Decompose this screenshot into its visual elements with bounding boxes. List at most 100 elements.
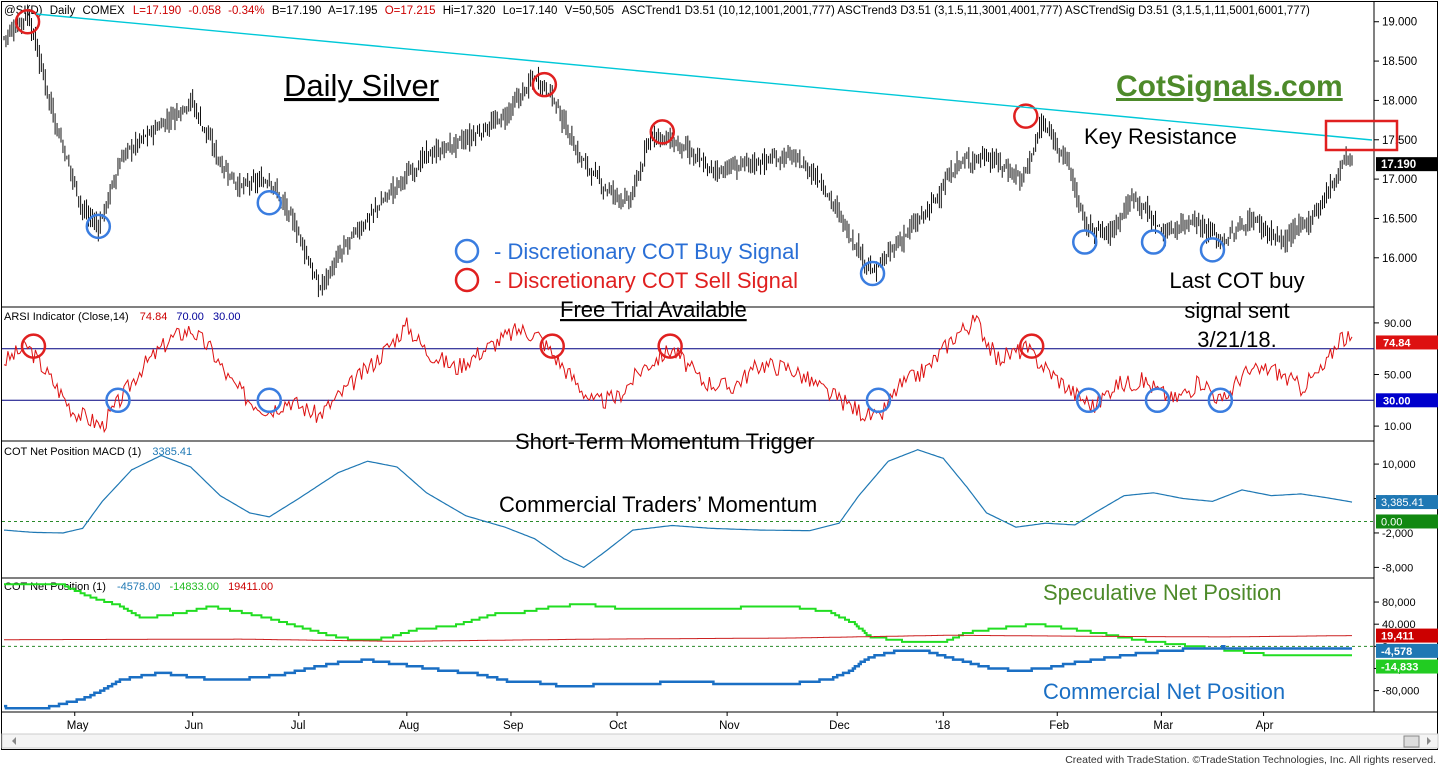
rsi-sell-signal (539, 333, 565, 359)
last-price-flag (1376, 157, 1438, 172)
month-label: Aug (399, 720, 419, 732)
rsi-last-label: 74.84 (1383, 337, 1411, 349)
last-value: L=17.190 (133, 5, 181, 17)
month-label: Dec (829, 720, 850, 732)
price-tick-label: 19.000 (1382, 17, 1417, 29)
price-sell-signal (14, 8, 41, 35)
cot-title: COT Net Position (1) (4, 581, 106, 593)
macd-tick-label: -8,000 (1382, 562, 1413, 574)
horizontal-scrollbar[interactable] (1, 733, 1439, 749)
footer-credit: Created with TradeStation. ©TradeStation… (1065, 754, 1436, 766)
last-price-label: 17.190 (1381, 159, 1416, 171)
rsi-buy-signal (1207, 387, 1234, 414)
price-buy-signal (1140, 229, 1167, 255)
rsi-buy-signal (105, 387, 131, 414)
month-label: Feb (1049, 720, 1069, 732)
scroll-thumb[interactable] (1403, 735, 1420, 748)
price-sell-signal (1013, 103, 1039, 129)
free-trial-label: Free Trial Available (560, 297, 747, 322)
rsi-tick-label: 10.00 (1384, 421, 1412, 433)
macd-zero-flag (1376, 514, 1438, 529)
cot-layer (2, 583, 1374, 710)
cot-commercial-value: -4578.00 (117, 581, 160, 593)
commercial-momentum-label: Commercial Traders’ Momentum (499, 492, 817, 517)
plot-border (1, 1, 1438, 750)
rsi-sell-signal (657, 333, 683, 359)
rsi-lower-level: 30.00 (213, 311, 241, 323)
legend-sell-label: - Discretionary COT Sell Signal (494, 268, 798, 293)
macd-last-label: 3,385.41 (1381, 497, 1424, 509)
legend-buy-label: - Discretionary COT Buy Signal (494, 239, 799, 264)
macd-value: 3385.41 (152, 446, 192, 458)
price-tick-label: 17.500 (1382, 135, 1417, 147)
rsi-title: ARSI Indicator (Close,14) (4, 311, 129, 323)
month-label: Oct (609, 720, 628, 732)
cot-last-label: 19,411 (1381, 631, 1414, 643)
resistance-box (1324, 119, 1399, 152)
month-label: Mar (1153, 720, 1173, 732)
month-label: May (67, 720, 89, 732)
macd-header: COT Net Position MACD (1) 3385.41 (4, 446, 192, 458)
macd-tick-label: -2,000 (1382, 528, 1413, 540)
price-bars (3, 4, 1353, 298)
cot-tick-label: 40,000 (1382, 619, 1416, 631)
price-tick-label: 18.000 (1382, 95, 1417, 107)
cot-small-value: 19411.00 (228, 581, 273, 593)
month-label: Jun (185, 720, 204, 732)
change-pct: -0.34% (228, 5, 264, 17)
rsi-header: ARSI Indicator (Close,14) 74.84 70.00 30… (4, 311, 241, 323)
rsi-buy-signal (256, 387, 283, 414)
month-label: Sep (503, 720, 523, 732)
cot-header: COT Net Position (1) -4578.00 -14833.00 … (4, 581, 273, 593)
speculative-label: Speculative Net Position (1043, 580, 1281, 605)
change-value: -0.058 (188, 5, 221, 17)
last-buy-line-1: Last COT buy (1169, 268, 1304, 293)
cot-last-label: -4,578 (1381, 646, 1412, 658)
cot-last-flag (1376, 643, 1438, 658)
rsi-upper-level: 70.00 (176, 311, 204, 323)
scroll-left-arrow[interactable] (12, 737, 16, 745)
price-tick-label: 18.500 (1382, 56, 1417, 68)
rsi-value: 74.84 (140, 311, 168, 323)
macd-layer (2, 449, 1374, 569)
cot-tick-label: -80,000 (1382, 686, 1419, 698)
low-value: Lo=17.140 (503, 5, 558, 17)
rsi-lower-flag (1376, 393, 1438, 408)
rsi-sell-signal (20, 333, 47, 359)
legend-sell-marker (454, 267, 480, 293)
high-value: Hi=17.320 (443, 5, 496, 17)
cot-last-flag (1376, 659, 1438, 674)
price-tick-label: 16.500 (1382, 213, 1417, 225)
month-label: Nov (719, 720, 740, 732)
scroll-right-arrow[interactable] (1427, 737, 1431, 745)
price-buy-signal (1072, 229, 1098, 255)
interval: Daily (50, 5, 76, 17)
study-list: ASCTrend1 D3.51 (10,12,1001,2001,777) AS… (622, 5, 1310, 17)
price-buy-signal (1199, 237, 1226, 263)
macd-last-flag (1376, 495, 1438, 510)
rsi-lower-label: 30.00 (1383, 395, 1411, 407)
exchange: COMEX (82, 5, 125, 17)
commercial-line (4, 645, 1352, 710)
month-label: Apr (1256, 720, 1274, 732)
price-buy-signal (256, 189, 283, 216)
legend-buy-marker (454, 238, 480, 264)
volume-value: V=50,505 (565, 5, 615, 17)
rsi-tick-label: 90.00 (1384, 318, 1412, 330)
key-resistance-label: Key Resistance (1084, 124, 1237, 149)
chart-title: Daily Silver (284, 68, 439, 103)
price-buy-signal (85, 213, 112, 240)
rsi-last-flag (1376, 335, 1438, 350)
rsi-sell-signal (1018, 333, 1045, 359)
macd-zero-label: 0.00 (1381, 516, 1402, 528)
rsi-buy-signal (1075, 387, 1102, 414)
rsi-tick-label: 50.00 (1384, 370, 1412, 382)
axis-labels: May Jun Jul Aug Sep Oct Nov Dec '18 Feb Mar Apr 19.0… (67, 17, 1438, 732)
price-sell-signal (649, 119, 676, 145)
cot-last-flag (1376, 628, 1438, 643)
price-tick-label: 16.000 (1382, 253, 1417, 265)
last-buy-line-2: signal sent (1184, 298, 1289, 323)
month-label: '18 (935, 720, 950, 732)
momentum-trigger-label: Short-Term Momentum Trigger (515, 429, 815, 454)
